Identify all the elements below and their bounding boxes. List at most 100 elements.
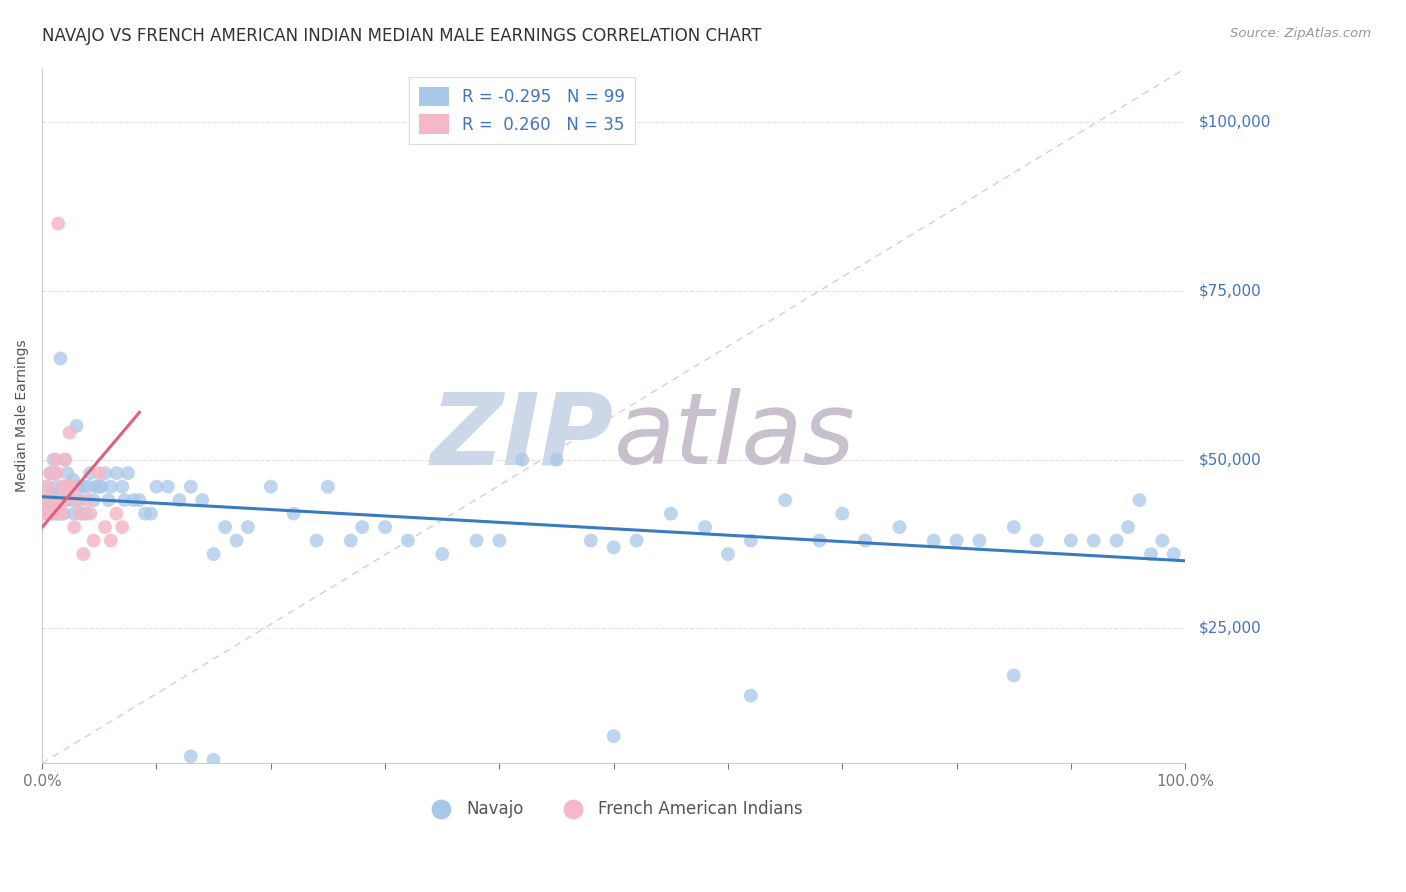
Point bbox=[90, 480, 112, 494]
Point bbox=[156, 480, 179, 494]
Point bbox=[1083, 533, 1105, 548]
Point bbox=[46, 507, 69, 521]
Point bbox=[889, 520, 911, 534]
Point bbox=[510, 452, 533, 467]
Point bbox=[717, 547, 740, 561]
Point bbox=[45, 452, 67, 467]
Point bbox=[831, 507, 853, 521]
Point bbox=[105, 466, 128, 480]
Point bbox=[34, 507, 56, 521]
Point bbox=[808, 533, 831, 548]
Point bbox=[41, 493, 63, 508]
Text: $100,000: $100,000 bbox=[1199, 115, 1271, 130]
Point bbox=[42, 452, 65, 467]
Point bbox=[49, 351, 72, 366]
Point bbox=[84, 480, 107, 494]
Point bbox=[432, 547, 454, 561]
Point bbox=[63, 520, 86, 534]
Point bbox=[48, 507, 70, 521]
Point bbox=[922, 533, 945, 548]
Text: NAVAJO VS FRENCH AMERICAN INDIAN MEDIAN MALE EARNINGS CORRELATION CHART: NAVAJO VS FRENCH AMERICAN INDIAN MEDIAN … bbox=[42, 27, 762, 45]
Point bbox=[35, 480, 58, 494]
Text: $75,000: $75,000 bbox=[1199, 284, 1261, 299]
Point bbox=[53, 452, 76, 467]
Point bbox=[59, 425, 82, 440]
Point bbox=[46, 493, 69, 508]
Point bbox=[49, 493, 72, 508]
Point bbox=[180, 749, 202, 764]
Point bbox=[94, 520, 117, 534]
Point bbox=[202, 547, 225, 561]
Point bbox=[128, 493, 150, 508]
Point bbox=[72, 480, 94, 494]
Point bbox=[37, 493, 59, 508]
Point bbox=[44, 507, 66, 521]
Point bbox=[139, 507, 162, 521]
Point bbox=[60, 493, 83, 508]
Point bbox=[39, 466, 62, 480]
Point bbox=[374, 520, 396, 534]
Legend: Navajo, French American Indians: Navajo, French American Indians bbox=[418, 793, 810, 824]
Point bbox=[340, 533, 363, 548]
Point bbox=[41, 507, 63, 521]
Point bbox=[38, 493, 60, 508]
Point bbox=[35, 493, 58, 508]
Point bbox=[69, 493, 91, 508]
Point bbox=[53, 452, 76, 467]
Point bbox=[1163, 547, 1185, 561]
Point bbox=[283, 507, 305, 521]
Point bbox=[236, 520, 259, 534]
Point bbox=[65, 493, 87, 508]
Point bbox=[42, 493, 65, 508]
Point bbox=[67, 480, 90, 494]
Point bbox=[37, 480, 59, 494]
Point bbox=[65, 419, 87, 434]
Point bbox=[79, 466, 101, 480]
Point bbox=[626, 533, 648, 548]
Text: $25,000: $25,000 bbox=[1199, 621, 1261, 636]
Text: Source: ZipAtlas.com: Source: ZipAtlas.com bbox=[1230, 27, 1371, 40]
Point bbox=[740, 533, 762, 548]
Point bbox=[305, 533, 328, 548]
Point bbox=[97, 493, 120, 508]
Point bbox=[94, 466, 117, 480]
Point bbox=[60, 480, 83, 494]
Point bbox=[63, 507, 86, 521]
Point bbox=[38, 500, 60, 514]
Point bbox=[969, 533, 991, 548]
Point bbox=[48, 507, 70, 521]
Point bbox=[34, 493, 56, 508]
Point bbox=[1116, 520, 1139, 534]
Point bbox=[180, 480, 202, 494]
Point bbox=[59, 480, 82, 494]
Point bbox=[214, 520, 236, 534]
Point bbox=[695, 520, 717, 534]
Point bbox=[352, 520, 374, 534]
Point bbox=[1128, 493, 1150, 508]
Point bbox=[111, 520, 134, 534]
Point bbox=[1002, 668, 1025, 682]
Point bbox=[134, 507, 156, 521]
Point bbox=[546, 452, 568, 467]
Point bbox=[52, 480, 75, 494]
Point bbox=[83, 493, 105, 508]
Point bbox=[89, 480, 111, 494]
Point bbox=[169, 493, 191, 508]
Point bbox=[34, 507, 56, 521]
Point bbox=[72, 547, 94, 561]
Point bbox=[602, 729, 624, 743]
Point bbox=[111, 480, 134, 494]
Point bbox=[1105, 533, 1128, 548]
Point bbox=[69, 507, 91, 521]
Point bbox=[83, 533, 105, 548]
Point bbox=[56, 480, 79, 494]
Point bbox=[52, 480, 75, 494]
Point bbox=[46, 493, 69, 508]
Point bbox=[44, 466, 66, 480]
Point bbox=[579, 533, 602, 548]
Point bbox=[740, 689, 762, 703]
Point bbox=[59, 480, 82, 494]
Point bbox=[39, 466, 62, 480]
Point bbox=[1060, 533, 1083, 548]
Point bbox=[260, 480, 283, 494]
